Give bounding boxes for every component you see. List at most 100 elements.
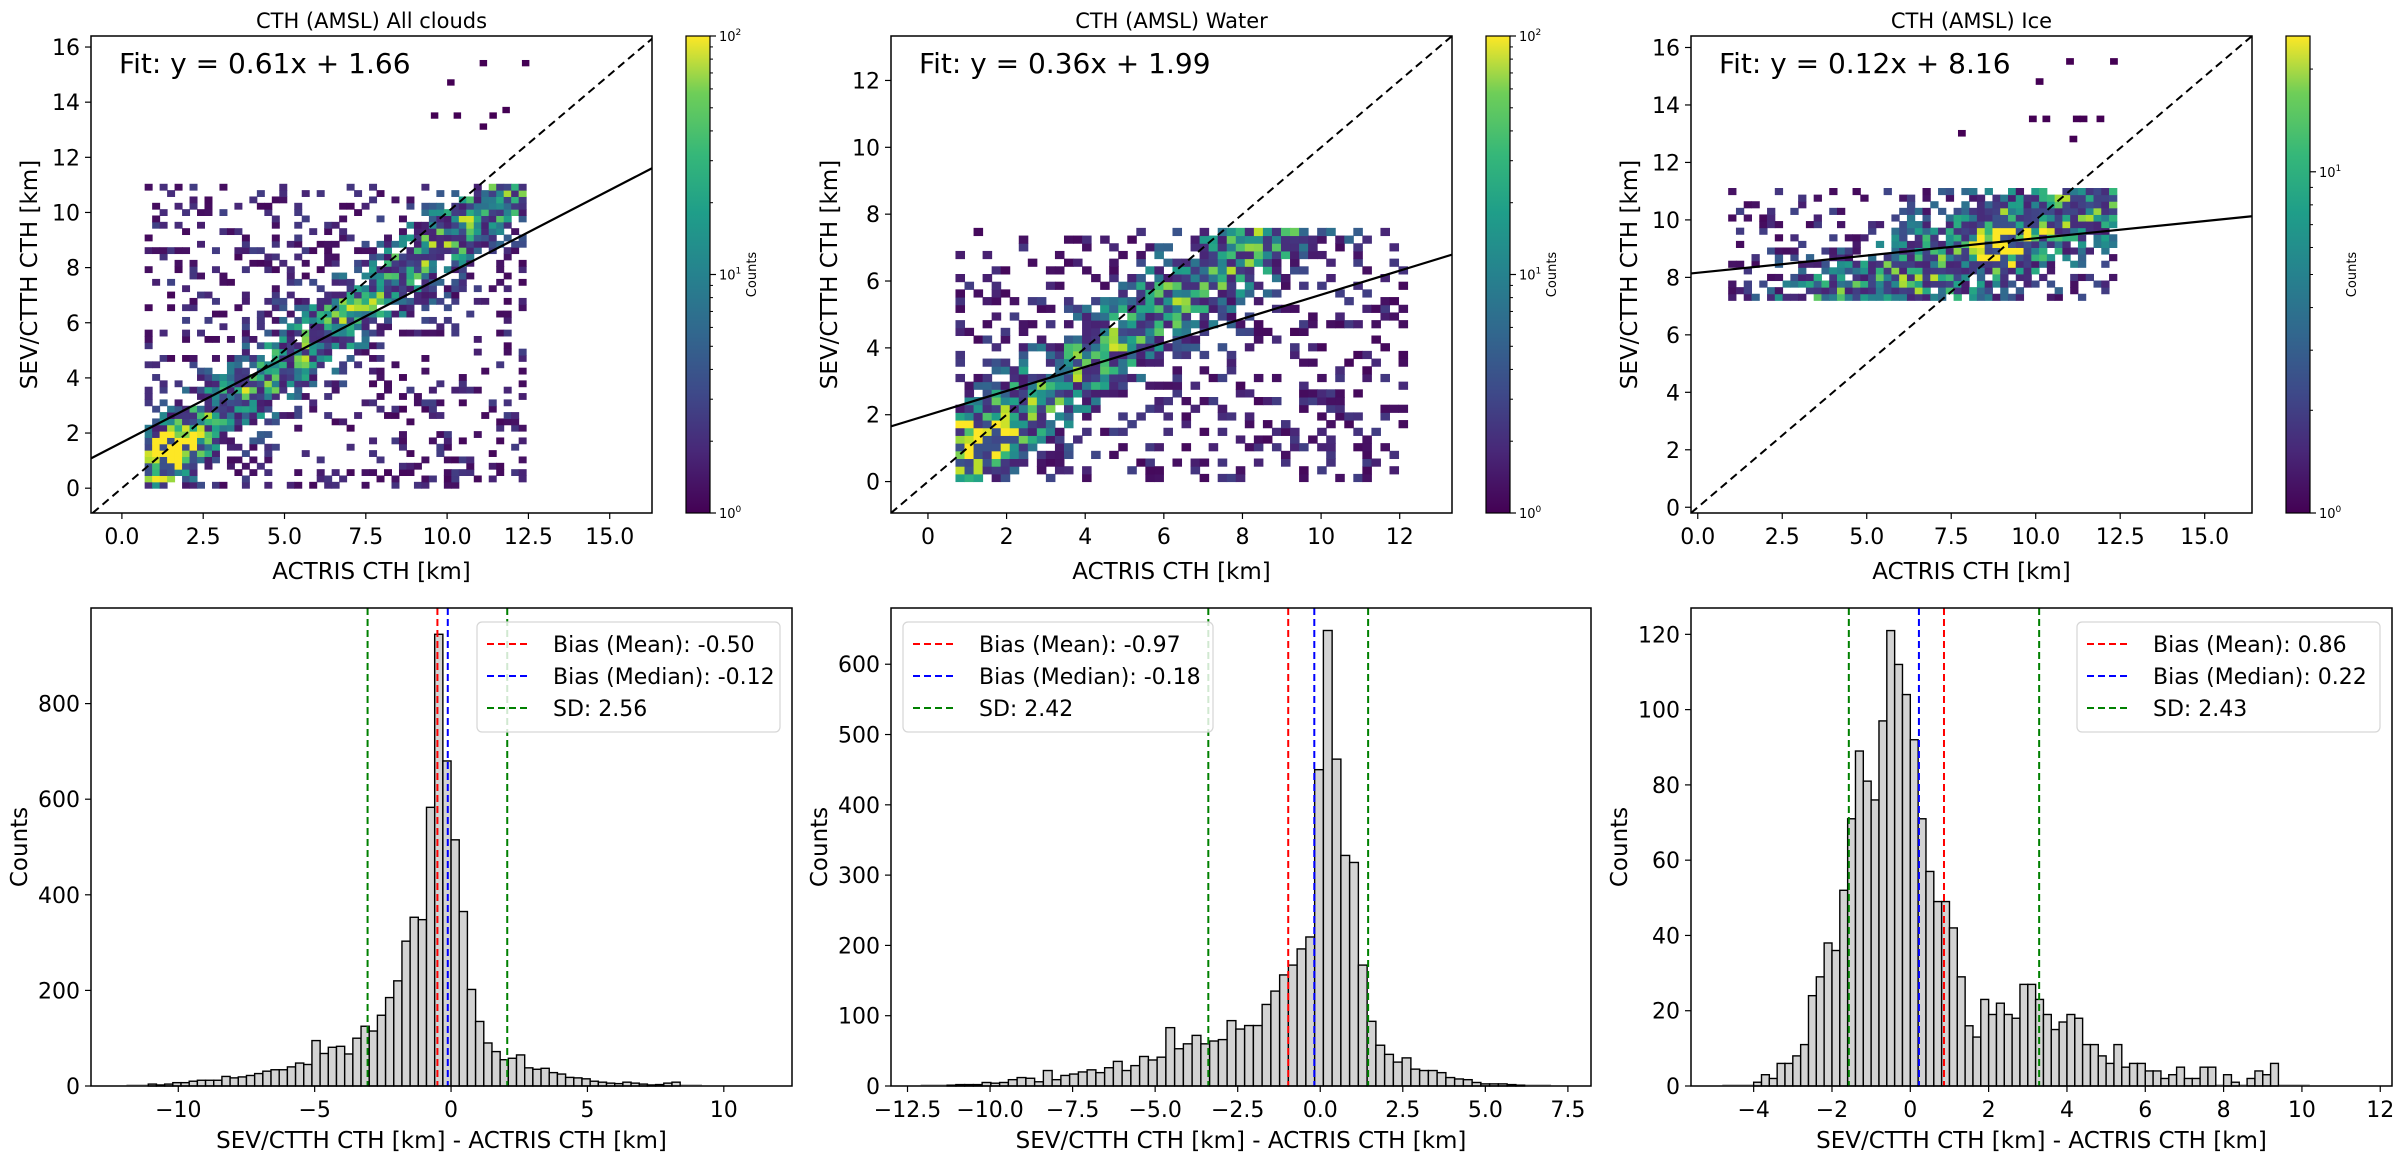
heatmap-cell xyxy=(973,473,984,483)
heatmap-cell xyxy=(1136,373,1146,383)
heatmap-cell xyxy=(346,424,355,432)
heatmap-cell xyxy=(2066,58,2074,65)
histogram-bar xyxy=(548,1071,559,1087)
heatmap-cell xyxy=(1009,366,1020,375)
heatmap-cell xyxy=(406,266,415,274)
heatmap-cell xyxy=(1244,243,1255,252)
heatmap-cell xyxy=(1018,420,1029,429)
heatmap-cell xyxy=(955,466,966,475)
heatmap-cell xyxy=(324,259,333,267)
heatmap-cell xyxy=(1899,221,1908,229)
heatmap-cell xyxy=(413,291,422,299)
heatmap-cell xyxy=(256,393,265,400)
heatmap-cell xyxy=(398,278,407,286)
heatmap-cell xyxy=(1091,381,1101,390)
heatmap-cell xyxy=(1299,389,1309,398)
colorbar-tick-label: 100 xyxy=(2319,505,2342,522)
heatmap-cell xyxy=(443,481,452,489)
heatmap-cell xyxy=(2015,227,2025,235)
heatmap-cell xyxy=(174,399,183,407)
heatmap-cell xyxy=(1767,247,1776,255)
heatmap-cell xyxy=(1073,389,1083,398)
heatmap-cell xyxy=(309,329,318,337)
heatmap-cell xyxy=(518,367,527,375)
heatmap-cell xyxy=(973,458,984,467)
heatmap-cell xyxy=(451,386,460,394)
heatmap-cell xyxy=(421,367,430,375)
heatmap-cell xyxy=(346,297,355,305)
heatmap-cell xyxy=(1922,287,1931,295)
heatmap-cell xyxy=(1299,281,1309,290)
heatmap-cell xyxy=(503,253,512,261)
heatmap-cell xyxy=(1335,289,1345,298)
x-tick-label: 15.0 xyxy=(585,525,634,550)
heatmap-cell xyxy=(159,380,168,388)
heatmap-cell xyxy=(2085,188,2095,196)
heatmap-cell xyxy=(1290,235,1300,244)
colorbar-tick-exp: 0 xyxy=(736,505,742,515)
heatmap-cell xyxy=(174,183,183,191)
heatmap-cell xyxy=(324,304,333,312)
heatmap-cell xyxy=(955,427,966,436)
heatmap-cell xyxy=(1000,366,1011,375)
heatmap-cell xyxy=(144,481,153,489)
heatmap-cell xyxy=(294,469,303,477)
heatmap-cell xyxy=(361,316,370,324)
heatmap-cell xyxy=(204,380,213,388)
heatmap-cell xyxy=(1136,250,1146,260)
heatmap-cell xyxy=(473,196,482,204)
heatmap-cell xyxy=(2054,201,2063,209)
heatmap-cell xyxy=(2023,227,2032,235)
heatmap-cell xyxy=(264,431,273,438)
heatmap-cell xyxy=(167,443,176,451)
heatmap-cell xyxy=(1782,293,1791,301)
heatmap-cell xyxy=(241,405,250,413)
heatmap-cell xyxy=(1262,250,1273,260)
heatmap-cell xyxy=(2023,260,2032,268)
heatmap-cell xyxy=(1728,188,1737,196)
heatmap-cell xyxy=(1829,273,1838,282)
heatmap-cell xyxy=(1829,188,1838,196)
heatmap-cell xyxy=(294,374,303,381)
heatmap-cell xyxy=(1984,293,1993,301)
heatmap-cell xyxy=(496,196,505,204)
heatmap-cell xyxy=(496,215,505,223)
heatmap-cell xyxy=(973,227,984,237)
heatmap-cell xyxy=(1922,254,1931,262)
histogram-bar xyxy=(376,1014,387,1087)
heatmap-cell xyxy=(406,450,415,457)
heatmap-cell xyxy=(339,228,348,236)
heatmap-cell xyxy=(339,418,348,426)
heatmap-cell xyxy=(1906,293,1916,301)
heatmap-cell xyxy=(398,310,407,318)
heatmap-cell xyxy=(174,462,183,470)
heatmap-cell xyxy=(428,209,437,216)
y-axis-label: SEV/CTTH CTH [km] xyxy=(817,160,843,389)
heatmap-cell xyxy=(1906,194,1916,202)
heatmap-cell xyxy=(1036,450,1047,460)
heatmap-cell xyxy=(301,215,310,223)
heatmap-cell xyxy=(1767,221,1776,229)
heatmap-cell xyxy=(413,234,422,242)
histogram-bar xyxy=(2105,1062,2115,1087)
heatmap-cell xyxy=(421,456,430,464)
heatmap-cell xyxy=(1969,247,1978,255)
one-to-one-line xyxy=(1691,36,2252,513)
heatmap-cell xyxy=(234,412,243,419)
heatmap-cell xyxy=(1380,297,1390,306)
heatmap-cell xyxy=(496,266,505,274)
histogram-bar xyxy=(2262,1074,2272,1087)
heatmap-cell xyxy=(309,399,318,407)
heatmap-cell xyxy=(1891,227,1900,235)
heatmap-cell xyxy=(189,450,198,457)
heatmap-cell xyxy=(1945,254,1955,262)
heatmap-cell xyxy=(473,475,482,483)
heatmap-cell xyxy=(1235,266,1246,275)
heatmap-cell xyxy=(1813,260,1822,268)
heatmap-cell xyxy=(197,424,206,432)
heatmap-cell xyxy=(1767,293,1776,301)
heatmap-cell xyxy=(2077,221,2087,229)
heatmap-cell xyxy=(1154,320,1164,329)
y-tick-label: 100 xyxy=(1638,699,1680,724)
heatmap-cell xyxy=(256,399,265,407)
